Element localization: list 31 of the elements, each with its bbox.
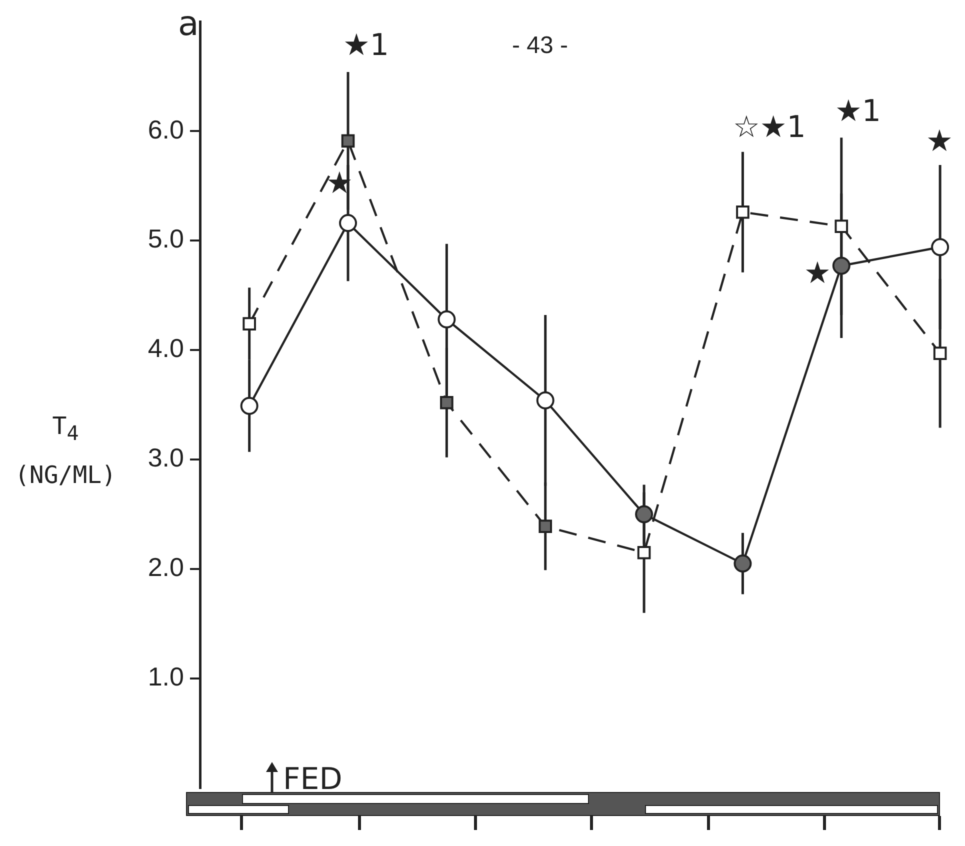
point xyxy=(536,391,554,410)
point xyxy=(538,520,552,533)
y-tick-label: 3.0 xyxy=(148,442,184,473)
point xyxy=(240,396,258,415)
point xyxy=(736,205,750,219)
point xyxy=(440,396,454,410)
point xyxy=(834,220,848,233)
y-tick-label: 1.0 xyxy=(148,662,184,692)
point xyxy=(339,214,358,232)
annotation: FED xyxy=(283,762,342,797)
y-tick-label: 2.0 xyxy=(148,552,184,582)
point xyxy=(933,346,947,360)
text: a xyxy=(178,4,199,44)
y-axis-title: T$_{4}$ (NG/ML) xyxy=(14,411,118,491)
y-tick-label: 4.0 xyxy=(148,333,184,364)
annotation: ★1 xyxy=(343,28,389,63)
point xyxy=(637,546,651,560)
point xyxy=(931,238,950,256)
point xyxy=(438,310,456,328)
annotation: - 43 - xyxy=(512,32,568,60)
annotation: ★ xyxy=(804,256,831,291)
point xyxy=(341,134,355,148)
annotation: ★1 xyxy=(835,94,881,129)
annotation: ★ xyxy=(926,124,953,159)
annotation: ☆★1 xyxy=(733,110,806,145)
point xyxy=(734,554,752,573)
point xyxy=(832,256,850,275)
point xyxy=(635,505,654,524)
y-tick-label: 6.0 xyxy=(148,114,184,144)
y-tick-label: 5.0 xyxy=(148,224,184,254)
point xyxy=(242,317,256,330)
